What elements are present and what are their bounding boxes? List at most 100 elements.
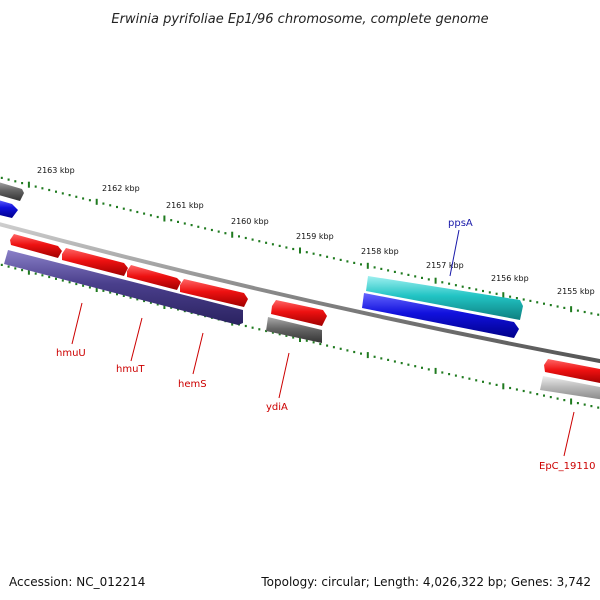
minor-tick — [210, 228, 213, 232]
minor-tick — [441, 371, 444, 374]
minor-tick — [143, 212, 146, 215]
minor-tick — [143, 299, 146, 303]
minor-tick — [109, 204, 112, 207]
minor-tick — [461, 376, 464, 379]
gene-feature-red[interactable] — [10, 234, 62, 258]
gene-label-hmuU[interactable]: hmuU — [56, 348, 86, 359]
gene-feature-cyan[interactable] — [366, 276, 523, 320]
scale-label-2162: 2162 kbp — [102, 184, 140, 193]
minor-tick — [373, 266, 376, 269]
outer-tick-ring — [0, 176, 600, 316]
major-tick — [163, 215, 166, 222]
minor-tick — [509, 295, 512, 298]
minor-tick — [515, 388, 518, 391]
minor-tick — [197, 225, 200, 228]
minor-tick — [590, 312, 593, 315]
minor-tick — [454, 374, 457, 377]
minor-tick — [224, 232, 227, 235]
scale-label-2161: 2161 kbp — [166, 201, 204, 210]
gene-label-hmuT[interactable]: hmuT — [116, 364, 145, 375]
minor-tick — [149, 301, 152, 304]
minor-tick — [55, 190, 57, 193]
scale-labels: 2163 kbp 2162 kbp 2161 kbp 2160 kbp 2159… — [37, 166, 595, 296]
minor-tick — [271, 331, 274, 334]
minor-tick — [319, 254, 322, 257]
minor-tick — [488, 382, 491, 385]
minor-tick — [380, 357, 383, 360]
minor-tick — [116, 205, 118, 209]
scale-label-2156: 2156 kbp — [491, 274, 529, 283]
minor-tick — [21, 269, 24, 272]
minor-tick — [0, 176, 3, 179]
gene-feature-indigo[interactable] — [4, 250, 243, 325]
gene-label-EpC_19110[interactable]: EpC_19110 — [539, 461, 595, 472]
minor-tick — [292, 336, 295, 339]
gene-feature-red[interactable] — [127, 265, 181, 290]
minor-tick — [475, 379, 478, 382]
minor-tick — [292, 247, 295, 251]
major-tick — [434, 277, 437, 284]
minor-tick — [136, 298, 139, 301]
gene-feature-light-gray[interactable] — [540, 376, 600, 400]
major-tick — [570, 306, 573, 313]
minor-tick — [102, 202, 105, 205]
minor-tick — [536, 393, 539, 396]
minor-tick — [515, 297, 518, 300]
minor-tick — [251, 326, 254, 329]
minor-tick — [543, 394, 545, 397]
gene-feature-red[interactable] — [271, 300, 327, 326]
minor-tick — [536, 301, 539, 304]
minor-tick — [170, 219, 173, 222]
minor-tick — [441, 281, 444, 284]
minor-tick — [136, 210, 139, 214]
minor-tick — [265, 241, 268, 244]
minor-tick — [468, 377, 471, 380]
major-tick — [95, 286, 98, 292]
major-tick — [231, 231, 234, 238]
minor-tick — [177, 308, 179, 311]
minor-tick — [244, 236, 247, 240]
minor-tick — [88, 286, 91, 289]
minor-tick — [41, 274, 44, 277]
gene-features — [0, 181, 600, 400]
minor-tick — [305, 251, 308, 254]
minor-tick — [556, 305, 559, 308]
accession-text: Accession: NC_012214 — [9, 575, 145, 589]
gene-feature-red[interactable] — [180, 279, 248, 307]
minor-tick — [475, 288, 478, 291]
minor-tick — [556, 397, 559, 400]
gene-label-ydiA[interactable]: ydiA — [266, 402, 288, 413]
minor-tick — [170, 306, 173, 309]
minor-tick — [326, 344, 329, 347]
minor-tick — [461, 285, 464, 288]
gene-label-ppsA[interactable]: ppsA — [448, 218, 473, 229]
minor-tick — [55, 277, 57, 280]
major-tick — [27, 268, 30, 275]
minor-tick — [61, 279, 64, 282]
minor-tick — [122, 294, 125, 297]
minor-tick — [414, 365, 417, 368]
minor-tick — [88, 199, 91, 202]
scale-label-2160: 2160 kbp — [231, 217, 269, 226]
gene-feature-gray[interactable] — [0, 181, 24, 201]
minor-tick — [48, 188, 51, 192]
minor-tick — [156, 303, 159, 306]
gene-label-hemS[interactable]: hemS — [178, 379, 207, 390]
gene-feature-blue[interactable] — [362, 293, 519, 338]
gene-feature-gray[interactable] — [266, 317, 322, 343]
scale-label-2157: 2157 kbp — [426, 261, 464, 270]
minor-tick — [353, 261, 356, 264]
minor-tick — [387, 358, 390, 361]
minor-tick — [82, 197, 85, 200]
minor-tick — [495, 292, 498, 295]
minor-tick — [177, 220, 179, 223]
minor-tick — [488, 291, 491, 294]
minor-tick — [360, 352, 362, 355]
gene-feature-blue[interactable] — [0, 199, 18, 218]
major-tick — [299, 336, 301, 342]
minor-tick — [61, 192, 64, 195]
gene-feature-red[interactable] — [544, 359, 600, 384]
gene-feature-red[interactable] — [62, 248, 128, 276]
minor-tick — [482, 380, 484, 383]
minor-tick — [190, 224, 193, 227]
